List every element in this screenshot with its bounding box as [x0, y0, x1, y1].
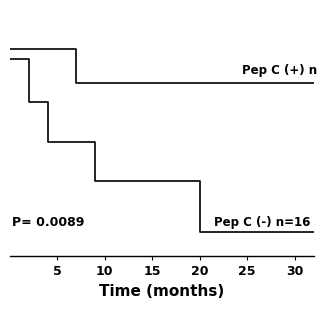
- Text: Pep C (-) n=16: Pep C (-) n=16: [214, 216, 310, 229]
- Text: P= 0.0089: P= 0.0089: [12, 216, 85, 229]
- X-axis label: Time (months): Time (months): [99, 284, 224, 299]
- Text: Pep C (+) n: Pep C (+) n: [242, 64, 317, 77]
